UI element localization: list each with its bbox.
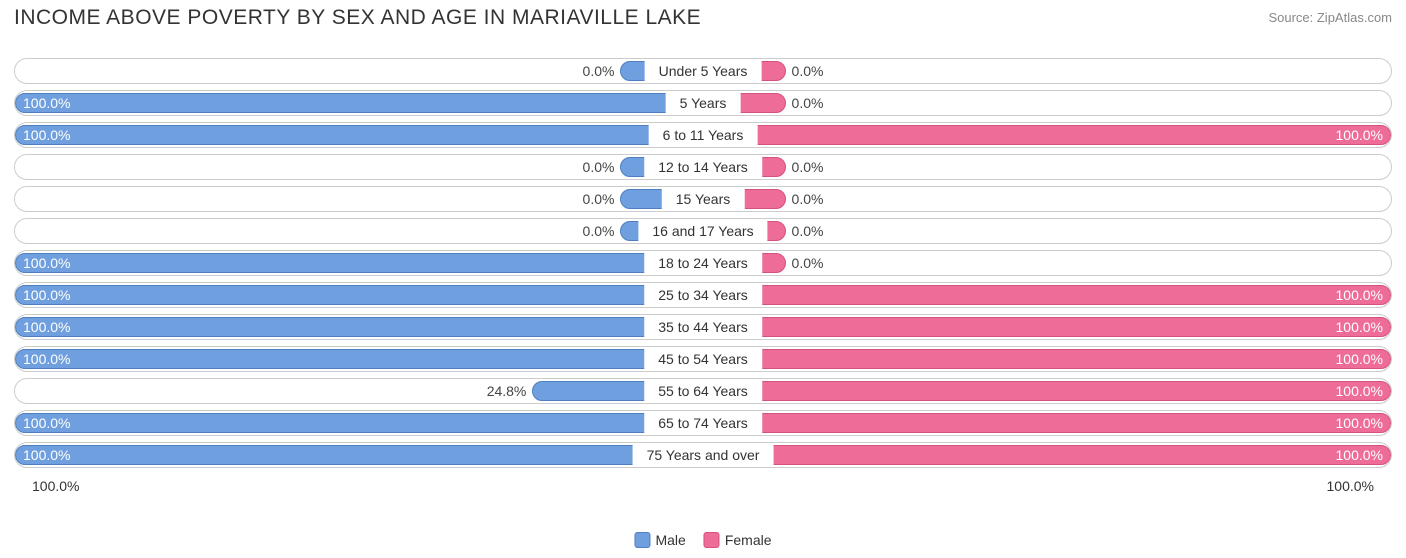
chart-row: 100.0% 0.0% 5 Years [14, 90, 1392, 116]
chart-row: 0.0% 0.0% 16 and 17 Years [14, 218, 1392, 244]
category-label: 45 to 54 Years [644, 347, 762, 371]
male-bar [15, 285, 703, 305]
male-swatch-icon [634, 532, 650, 548]
axis-right-label: 100.0% [1327, 478, 1374, 494]
female-value-label: 0.0% [792, 155, 824, 179]
category-label: 65 to 74 Years [644, 411, 762, 435]
category-label: 12 to 14 Years [644, 155, 762, 179]
chart-row: 100.0% 100.0% 45 to 54 Years [14, 346, 1392, 372]
male-bar [15, 253, 703, 273]
female-value-label: 0.0% [792, 187, 824, 211]
female-bar [703, 317, 1391, 337]
category-label: 16 and 17 Years [638, 219, 767, 243]
male-bar [15, 317, 703, 337]
source-attribution: Source: ZipAtlas.com [1268, 6, 1392, 25]
chart-title: INCOME ABOVE POVERTY BY SEX AND AGE IN M… [14, 6, 701, 30]
female-value-label: 100.0% [1336, 379, 1383, 403]
male-bar [15, 445, 703, 465]
chart-row: 100.0% 100.0% 6 to 11 Years [14, 122, 1392, 148]
female-value-label: 100.0% [1336, 443, 1383, 467]
male-bar [15, 93, 703, 113]
category-label: 18 to 24 Years [644, 251, 762, 275]
male-value-label: 100.0% [23, 315, 70, 339]
female-bar [703, 445, 1391, 465]
chart-row: 0.0% 0.0% 15 Years [14, 186, 1392, 212]
category-label: Under 5 Years [645, 59, 762, 83]
male-value-label: 24.8% [487, 379, 527, 403]
male-value-label: 0.0% [583, 59, 615, 83]
legend-female: Female [704, 532, 772, 548]
chart-row: 0.0% 0.0% 12 to 14 Years [14, 154, 1392, 180]
category-label: 25 to 34 Years [644, 283, 762, 307]
male-value-label: 100.0% [23, 123, 70, 147]
female-bar [703, 381, 1391, 401]
axis: 100.0% 100.0% [14, 474, 1392, 494]
female-value-label: 0.0% [792, 219, 824, 243]
chart-row: 0.0% 0.0% Under 5 Years [14, 58, 1392, 84]
male-value-label: 100.0% [23, 283, 70, 307]
male-value-label: 100.0% [23, 91, 70, 115]
female-bar [703, 349, 1391, 369]
category-label: 35 to 44 Years [644, 315, 762, 339]
female-value-label: 100.0% [1336, 315, 1383, 339]
chart-row: 100.0% 100.0% 35 to 44 Years [14, 314, 1392, 340]
chart-row: 100.0% 0.0% 18 to 24 Years [14, 250, 1392, 276]
category-label: 15 Years [662, 187, 745, 211]
male-value-label: 100.0% [23, 251, 70, 275]
male-bar [15, 413, 703, 433]
legend: Male Female [634, 532, 771, 548]
female-value-label: 0.0% [792, 59, 824, 83]
male-value-label: 100.0% [23, 347, 70, 371]
chart-row: 24.8% 100.0% 55 to 64 Years [14, 378, 1392, 404]
legend-male-label: Male [655, 532, 685, 548]
category-label: 6 to 11 Years [649, 123, 758, 147]
male-value-label: 0.0% [583, 219, 615, 243]
female-value-label: 100.0% [1336, 123, 1383, 147]
male-bar [15, 349, 703, 369]
female-value-label: 0.0% [792, 251, 824, 275]
legend-female-label: Female [725, 532, 772, 548]
chart-row: 100.0% 100.0% 25 to 34 Years [14, 282, 1392, 308]
chart-row: 100.0% 100.0% 65 to 74 Years [14, 410, 1392, 436]
male-bar [15, 125, 703, 145]
female-bar [703, 125, 1391, 145]
category-label: 55 to 64 Years [644, 379, 762, 403]
female-value-label: 100.0% [1336, 283, 1383, 307]
male-value-label: 100.0% [23, 411, 70, 435]
male-value-label: 0.0% [583, 187, 615, 211]
category-label: 5 Years [666, 91, 741, 115]
female-value-label: 100.0% [1336, 347, 1383, 371]
male-value-label: 100.0% [23, 443, 70, 467]
female-bar [703, 285, 1391, 305]
axis-left-label: 100.0% [32, 478, 79, 494]
male-value-label: 0.0% [583, 155, 615, 179]
female-swatch-icon [704, 532, 720, 548]
chart-area: 0.0%0.0%Under 5 Years100.0%0.0%5 Years10… [0, 30, 1406, 494]
category-label: 75 Years and over [633, 443, 774, 467]
female-value-label: 0.0% [792, 91, 824, 115]
female-value-label: 100.0% [1336, 411, 1383, 435]
chart-row: 100.0% 100.0% 75 Years and over [14, 442, 1392, 468]
female-bar [703, 413, 1391, 433]
legend-male: Male [634, 532, 685, 548]
